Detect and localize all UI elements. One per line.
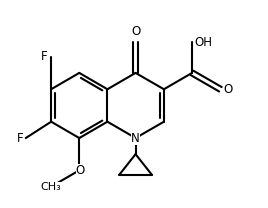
Text: O: O (223, 83, 233, 96)
Text: OH: OH (194, 36, 212, 48)
Text: O: O (131, 25, 140, 38)
Text: O: O (76, 164, 85, 177)
Text: N: N (131, 131, 140, 145)
Text: F: F (17, 131, 24, 145)
Text: CH₃: CH₃ (41, 182, 62, 192)
Text: F: F (40, 50, 47, 63)
